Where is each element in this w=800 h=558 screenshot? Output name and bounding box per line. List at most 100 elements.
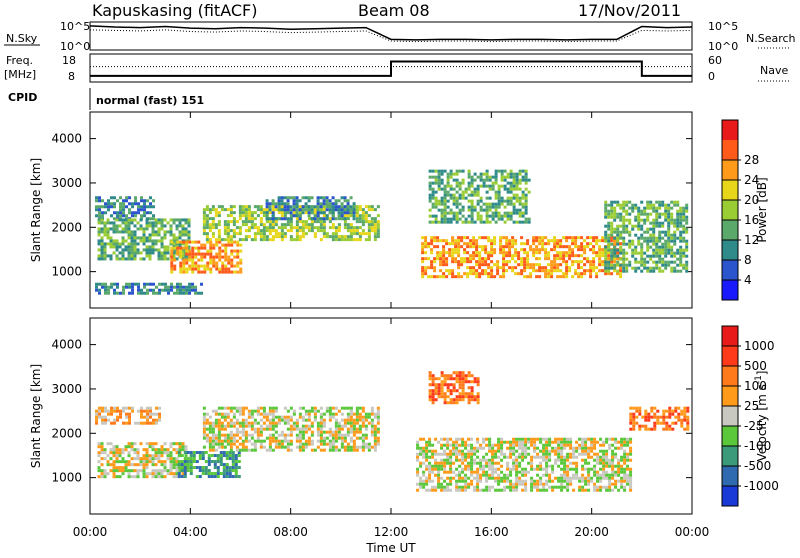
power-echo-cell <box>170 267 174 271</box>
velocity-echo-cell <box>488 458 492 462</box>
velocity-echo-cell <box>662 415 666 419</box>
velocity-echo-cell <box>207 475 211 479</box>
power-echo-cell <box>658 269 662 273</box>
power-echo-cell <box>289 217 293 221</box>
velocity-echo-cell <box>428 389 432 393</box>
velocity-echo-cell <box>340 439 344 443</box>
velocity-echo-cell <box>449 458 453 462</box>
velocity-echo-cell <box>425 479 429 483</box>
power-echo-cell <box>244 223 248 227</box>
velocity-echo-cell <box>569 461 573 465</box>
velocity-echo-cell <box>283 415 287 419</box>
power-echo-cell <box>484 248 488 252</box>
velocity-echo-cell <box>452 377 456 381</box>
velocity-echo-cell <box>319 442 323 446</box>
velocity-echo-cell <box>563 461 567 465</box>
power-echo-cell <box>496 272 500 276</box>
power-echo-cell <box>682 230 686 234</box>
velocity-echo-cell <box>130 442 134 446</box>
power-echo-cell <box>316 199 320 203</box>
velocity-echo-cell <box>644 409 648 413</box>
power-echo-cell <box>616 263 620 267</box>
power-echo-cell <box>589 269 593 273</box>
velocity-echo-cell <box>234 469 238 473</box>
power-echo-cell <box>158 282 162 286</box>
power-echo-cell <box>134 199 138 203</box>
power-echo-cell <box>157 227 161 231</box>
power-echo-cell <box>142 248 146 252</box>
velocity-echo-cell <box>304 412 308 416</box>
power-echo-cell <box>532 263 536 267</box>
power-echo-cell <box>185 249 189 253</box>
power-echo-cell <box>610 230 614 234</box>
power-echo-cell <box>340 214 344 218</box>
power-echo-cell <box>610 272 614 276</box>
velocity-echo-cell <box>668 412 672 416</box>
power-echo-cell <box>622 254 626 258</box>
velocity-echo-cell <box>494 488 498 492</box>
power-echo-cell <box>478 245 482 249</box>
power-echo-cell <box>170 240 174 244</box>
velocity-ytick-label: 2000 <box>51 426 82 440</box>
power-echo-cell <box>229 205 233 209</box>
velocity-echo-cell <box>337 436 341 440</box>
power-echo-cell <box>622 242 626 246</box>
power-echo-cell <box>455 178 459 182</box>
velocity-echo-cell <box>575 449 579 453</box>
power-echo-cell <box>509 211 513 215</box>
power-echo-cell <box>449 196 453 200</box>
velocity-echo-cell <box>608 458 612 462</box>
velocity-echo-cell <box>198 466 202 470</box>
velocity-echo-cell <box>130 445 134 449</box>
power-echo-cell <box>673 236 677 240</box>
power-echo-cell <box>655 218 659 222</box>
power-echo-cell <box>98 214 102 218</box>
velocity-echo-cell <box>602 443 606 447</box>
power-echo-cell <box>140 208 144 212</box>
power-echo-cell <box>424 269 428 273</box>
velocity-echo-cell <box>503 440 507 444</box>
velocity-echo-cell <box>373 433 377 437</box>
power-echo-cell <box>520 260 524 264</box>
x-tick-label: 20:00 <box>574 525 609 539</box>
power-echo-cell <box>209 255 213 259</box>
power-echo-cell <box>203 252 207 256</box>
power-echo-cell <box>349 226 353 230</box>
power-echo-cell <box>518 169 522 173</box>
power-echo-cell <box>166 257 170 261</box>
velocity-echo-cell <box>172 448 176 452</box>
power-echo-cell <box>505 242 509 246</box>
velocity-echo-cell <box>452 476 456 480</box>
power-echo-cell <box>173 291 177 295</box>
velocity-echo-cell <box>638 424 642 428</box>
power-echo-cell <box>628 221 632 225</box>
velocity-echo-cell <box>434 461 438 465</box>
power-echo-cell <box>476 199 480 203</box>
velocity-echo-cell <box>437 476 441 480</box>
power-echo-cell <box>646 212 650 216</box>
velocity-echo-cell <box>244 430 248 434</box>
velocity-echo-cell <box>373 445 377 449</box>
velocity-echo-cell <box>458 398 462 402</box>
velocity-echo-cell <box>608 485 612 489</box>
velocity-echo-cell <box>198 451 202 455</box>
power-echo-cell <box>313 217 317 221</box>
velocity-echo-cell <box>160 454 164 458</box>
power-echo-cell <box>544 236 548 240</box>
power-echo-cell <box>487 251 491 255</box>
power-echo-cell <box>580 272 584 276</box>
velocity-echo-cell <box>464 458 468 462</box>
power-echo-cell <box>307 205 311 209</box>
velocity-echo-cell <box>482 440 486 444</box>
power-echo-cell <box>646 248 650 252</box>
power-echo-cell <box>179 255 183 259</box>
power-echo-cell <box>431 202 435 206</box>
power-echo-cell <box>550 272 554 276</box>
velocity-echo-cell <box>575 455 579 459</box>
power-echo-cell <box>682 206 686 210</box>
velocity-echo-cell <box>497 440 501 444</box>
velocity-echo-cell <box>620 440 624 444</box>
velocity-echo-cell <box>491 443 495 447</box>
power-echo-cell <box>151 248 155 252</box>
velocity-echo-cell <box>100 445 104 449</box>
